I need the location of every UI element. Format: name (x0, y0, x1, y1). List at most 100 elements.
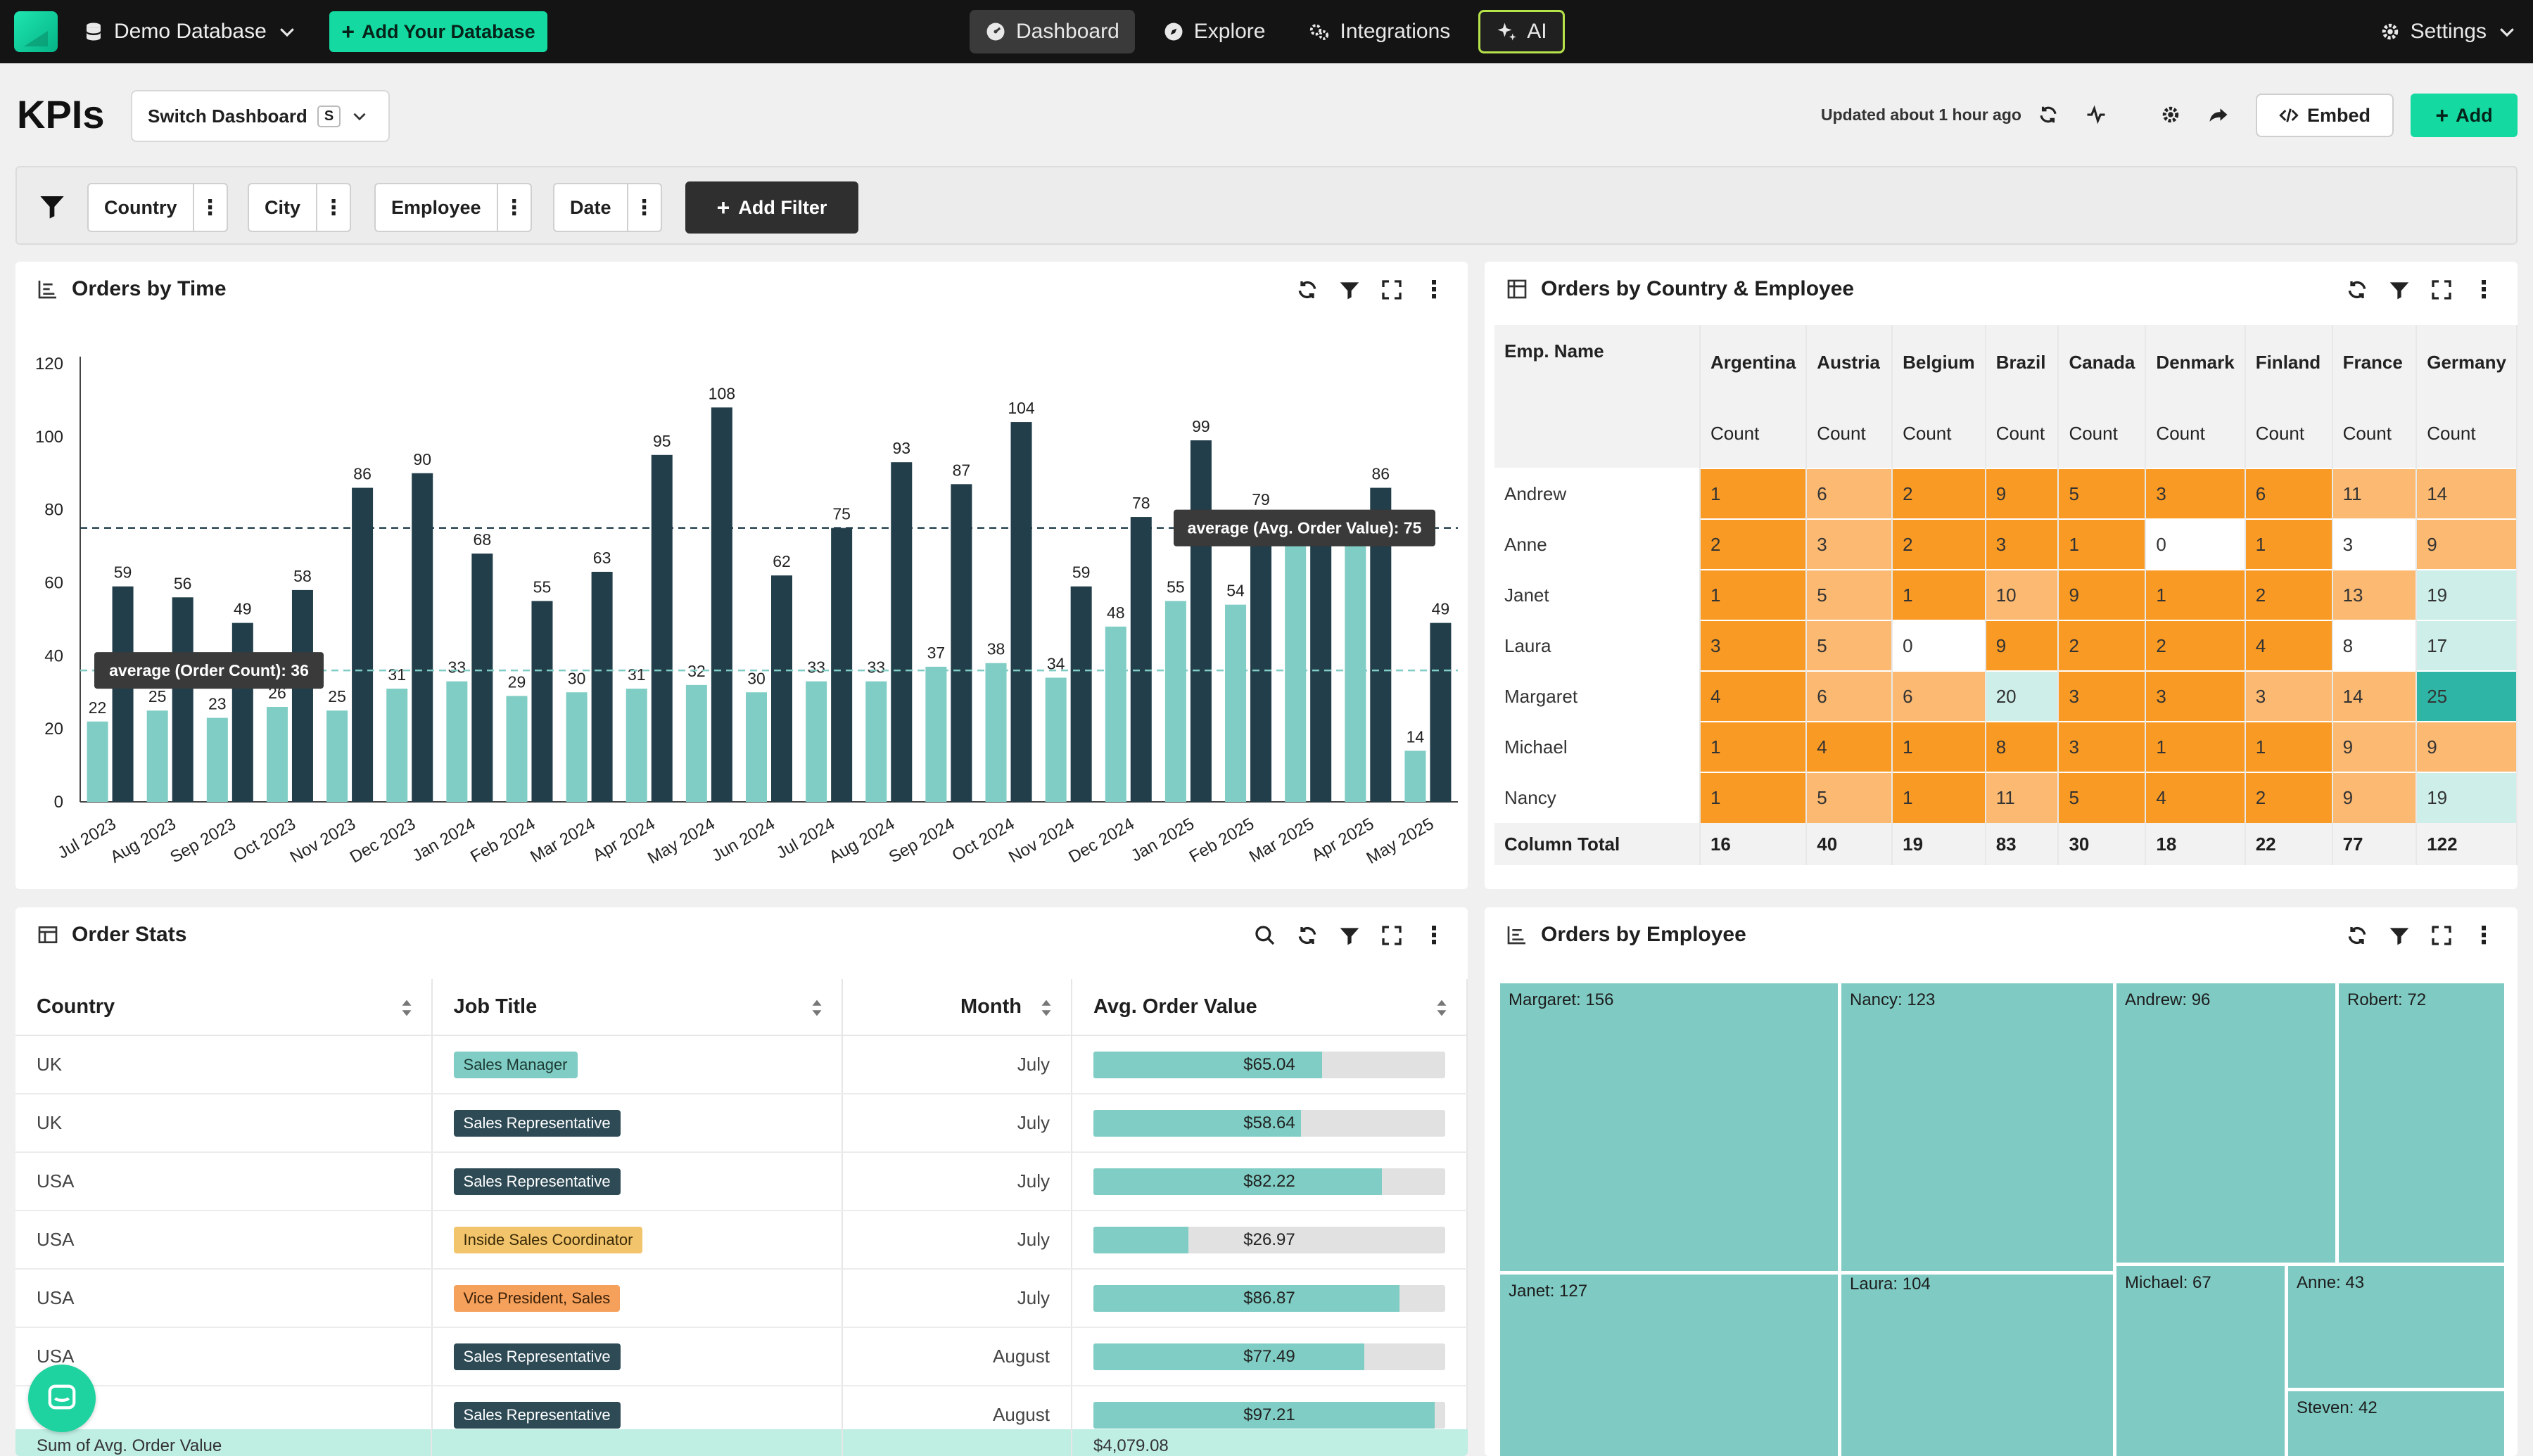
chat-button[interactable] (28, 1365, 96, 1432)
more-icon[interactable]: ⋮ (2472, 276, 2496, 303)
pivot-cell[interactable]: 1 (2245, 721, 2333, 772)
pivot-cell[interactable]: 2 (2245, 772, 2333, 823)
pivot-cell[interactable]: 1 (1699, 772, 1808, 823)
treemap-tile[interactable]: Janet: 127 (1500, 1275, 1841, 1456)
sort-icon[interactable] (400, 999, 413, 1017)
pivot-cell[interactable]: 9 (2416, 721, 2518, 772)
pivot-cell[interactable]: 4 (1699, 670, 1808, 722)
refresh-icon[interactable] (1295, 923, 1320, 948)
pivot-cell[interactable]: 14 (2332, 670, 2418, 722)
column-header[interactable]: Avg. Order Value (1071, 979, 1468, 1036)
pivot-cell[interactable]: 19 (2416, 569, 2518, 620)
share-button[interactable] (2205, 101, 2232, 128)
pivot-cell[interactable]: 3 (1806, 518, 1893, 570)
expand-icon[interactable] (1379, 923, 1404, 948)
pivot-cell[interactable]: 10 (1985, 569, 2059, 620)
pivot-cell[interactable]: 1 (1699, 468, 1808, 519)
pivot-cell[interactable]: 5 (1806, 620, 1893, 671)
pivot-cell[interactable]: 1 (2145, 721, 2246, 772)
pivot-cell[interactable]: 8 (2332, 620, 2418, 671)
pivot-cell[interactable]: 6 (1806, 670, 1893, 722)
activity-button[interactable] (2083, 101, 2109, 128)
pivot-cell[interactable]: 9 (2416, 518, 2518, 570)
pivot-cell[interactable]: 2 (2145, 620, 2246, 671)
pivot-cell[interactable]: 20 (1985, 670, 2059, 722)
pivot-cell[interactable]: 11 (1985, 772, 2059, 823)
pivot-cell[interactable]: 3 (2058, 721, 2147, 772)
pivot-cell[interactable]: 4 (1806, 721, 1893, 772)
nav-integrations[interactable]: Integrations (1293, 10, 1466, 53)
refresh-icon[interactable] (2344, 277, 2370, 302)
pivot-cell[interactable]: 11 (2332, 468, 2418, 519)
pivot-cell[interactable]: 8 (1985, 721, 2059, 772)
treemap-tile[interactable]: Michael: 67 (2116, 1266, 2288, 1456)
pivot-cell[interactable]: 9 (1985, 620, 2059, 671)
treemap-tile[interactable]: Nancy: 123 (1841, 983, 2116, 1275)
pivot-cell[interactable]: 9 (2058, 569, 2147, 620)
pivot-cell[interactable]: 1 (2145, 569, 2246, 620)
treemap-tile[interactable]: Anne: 43 (2288, 1266, 2508, 1391)
column-header[interactable]: Job Title (431, 979, 844, 1036)
pivot-cell[interactable]: 3 (2245, 670, 2333, 722)
pivot-cell[interactable]: 2 (1892, 468, 1986, 519)
pivot-cell[interactable]: 6 (2245, 468, 2333, 519)
pivot-cell[interactable]: 3 (1985, 518, 2059, 570)
pivot-cell[interactable]: 3 (2145, 468, 2246, 519)
pivot-cell[interactable]: 5 (1806, 569, 1893, 620)
settings-menu[interactable]: Settings (2380, 15, 2518, 48)
add-database-button[interactable]: + Add Your Database (329, 11, 547, 52)
pivot-cell[interactable]: 1 (1699, 569, 1808, 620)
filter-icon[interactable] (1337, 923, 1362, 948)
search-icon[interactable] (1252, 923, 1278, 948)
pivot-cell[interactable]: 2 (2245, 569, 2333, 620)
treemap-tile[interactable]: Andrew: 96 (2116, 983, 2339, 1266)
pivot-cell[interactable]: 3 (1699, 620, 1808, 671)
pivot-cell[interactable]: 17 (2416, 620, 2518, 671)
more-icon[interactable]: ⋮ (1422, 922, 1446, 949)
filter-city[interactable]: City ⋮ (248, 183, 352, 232)
dashboard-settings-button[interactable] (2157, 101, 2184, 128)
pivot-cell[interactable]: 1 (1892, 721, 1986, 772)
database-select[interactable]: Demo Database (83, 15, 298, 48)
pivot-cell[interactable]: 3 (2332, 518, 2418, 570)
pivot-cell[interactable]: 6 (1892, 670, 1986, 722)
expand-icon[interactable] (2429, 277, 2454, 302)
pivot-cell[interactable]: 6 (1806, 468, 1893, 519)
pivot-cell[interactable]: 5 (2058, 468, 2147, 519)
filter-country[interactable]: Country ⋮ (87, 183, 228, 232)
pivot-cell[interactable]: 1 (1892, 569, 1986, 620)
refresh-button[interactable] (2035, 101, 2062, 128)
filter-icon[interactable] (2387, 277, 2412, 302)
pivot-cell[interactable]: 1 (1892, 772, 1986, 823)
kebab-icon[interactable]: ⋮ (626, 184, 661, 231)
column-header[interactable]: Month (842, 979, 1072, 1036)
pivot-cell[interactable]: 14 (2416, 468, 2518, 519)
kebab-icon[interactable]: ⋮ (192, 184, 227, 231)
pivot-cell[interactable]: 4 (2145, 772, 2246, 823)
pivot-cell[interactable]: 5 (1806, 772, 1893, 823)
pivot-cell[interactable]: 9 (2332, 721, 2418, 772)
sort-icon[interactable] (1435, 999, 1448, 1017)
logo[interactable] (14, 11, 58, 52)
sort-icon[interactable] (811, 999, 823, 1017)
pivot-cell[interactable]: 3 (2058, 670, 2147, 722)
pivot-cell[interactable]: 25 (2416, 670, 2518, 722)
expand-icon[interactable] (2429, 923, 2454, 948)
pivot-cell[interactable]: 2 (2058, 620, 2147, 671)
nav-explore[interactable]: Explore (1148, 10, 1281, 53)
treemap-tile[interactable]: Robert: 72 (2339, 983, 2508, 1266)
add-button[interactable]: + Add (2411, 94, 2518, 137)
refresh-icon[interactable] (1295, 277, 1320, 302)
pivot-cell[interactable]: 3 (2145, 670, 2246, 722)
filter-icon[interactable] (1337, 277, 1362, 302)
sort-icon[interactable] (1040, 999, 1053, 1017)
treemap-tile[interactable]: Steven: 42 (2288, 1391, 2508, 1456)
filter-employee[interactable]: Employee ⋮ (374, 183, 532, 232)
more-icon[interactable]: ⋮ (2472, 922, 2496, 949)
add-filter-button[interactable]: + Add Filter (685, 181, 858, 234)
kebab-icon[interactable]: ⋮ (316, 184, 350, 231)
pivot-cell[interactable]: 2 (1892, 518, 1986, 570)
treemap-tile[interactable]: Margaret: 156 (1500, 983, 1841, 1275)
treemap-tile[interactable]: Laura: 104 (1841, 1275, 2116, 1456)
filter-date[interactable]: Date ⋮ (553, 183, 662, 232)
